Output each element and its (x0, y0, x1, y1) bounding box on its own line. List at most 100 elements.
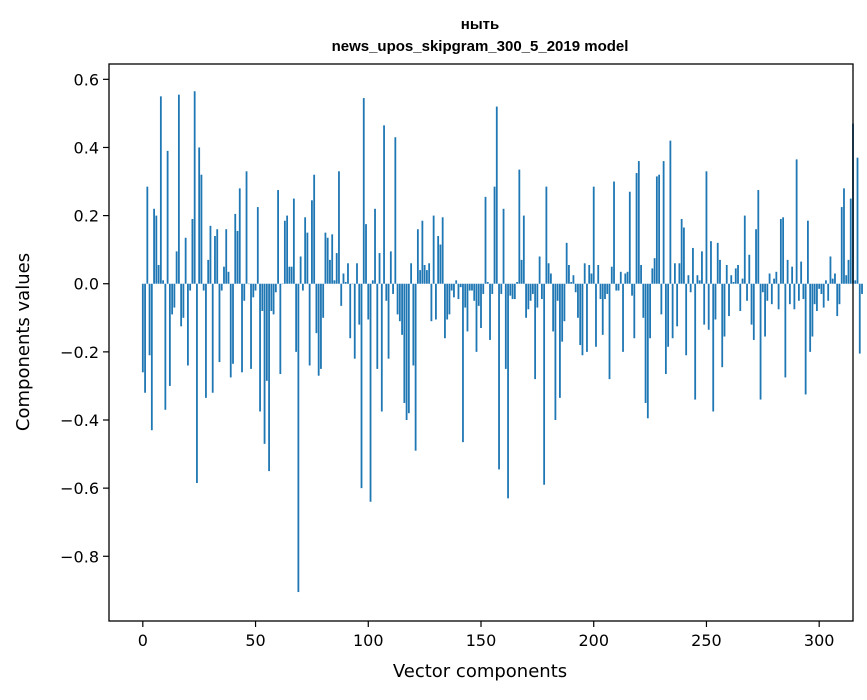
y-axis: 0.60.40.20.0−0.2−0.4−0.6−0.8 (60, 70, 109, 566)
bar (521, 260, 523, 284)
bar (631, 284, 633, 296)
bar (160, 96, 162, 283)
bar (669, 141, 671, 284)
bar (467, 284, 469, 332)
bar (775, 272, 777, 284)
plot-frame (109, 64, 853, 621)
bar (588, 265, 590, 284)
bar (453, 284, 455, 298)
bar (376, 284, 378, 369)
bar (480, 284, 482, 328)
bar (451, 284, 453, 291)
bar (192, 219, 194, 284)
bar (830, 256, 832, 283)
bar (762, 284, 764, 293)
bar (507, 284, 509, 499)
bar (228, 272, 230, 284)
bar (516, 282, 518, 284)
bar (609, 284, 611, 379)
bar (496, 107, 498, 284)
bar (295, 284, 297, 352)
bar (814, 284, 816, 304)
bar (699, 280, 701, 283)
bar (857, 158, 859, 284)
bar (442, 217, 444, 283)
bar (724, 284, 726, 337)
bar (530, 284, 532, 301)
bar (349, 284, 351, 339)
bar (329, 260, 331, 284)
bar (307, 233, 309, 284)
bar (812, 284, 814, 337)
bar (250, 284, 252, 369)
bar (498, 284, 500, 470)
bar (742, 279, 744, 284)
bar (701, 251, 703, 283)
bar (473, 284, 475, 301)
bar (194, 91, 196, 283)
bar (397, 284, 399, 315)
bar (189, 284, 191, 291)
bar (183, 284, 185, 318)
bar (424, 265, 426, 284)
bar (787, 260, 789, 284)
chart-title-word: ныть (461, 16, 499, 33)
bar (347, 263, 349, 283)
bar (322, 284, 324, 318)
bar (753, 284, 755, 340)
bar (796, 159, 798, 283)
bar (555, 284, 557, 420)
bar (861, 284, 863, 294)
bar (162, 280, 164, 283)
bar (525, 284, 527, 318)
bar (746, 284, 748, 301)
bar (629, 192, 631, 284)
bar (527, 284, 529, 310)
bar (633, 284, 635, 339)
bar (656, 176, 658, 283)
bar (552, 284, 554, 332)
bar (735, 268, 737, 283)
bar (392, 284, 394, 294)
bar (697, 275, 699, 284)
bar (593, 187, 595, 284)
x-tick-label: 0 (138, 631, 148, 650)
bar (834, 274, 836, 284)
bar (611, 267, 613, 284)
bar (624, 274, 626, 284)
bar (345, 282, 347, 284)
bar (225, 229, 227, 284)
bar (167, 151, 169, 284)
bar (679, 263, 681, 283)
bar (575, 284, 577, 293)
bar (582, 284, 584, 356)
bar (261, 284, 263, 311)
bar (586, 284, 588, 352)
bar (309, 284, 311, 366)
bar (821, 284, 823, 294)
bar (764, 284, 766, 337)
bar (843, 188, 845, 283)
bar (237, 231, 239, 284)
bar (539, 256, 541, 283)
bar (514, 284, 516, 299)
bar (638, 161, 640, 284)
bar (171, 284, 173, 315)
bar (361, 284, 363, 488)
bar (489, 284, 491, 340)
bar (825, 280, 827, 283)
bar (169, 284, 171, 386)
bar (485, 197, 487, 284)
bar (561, 284, 563, 342)
bar (221, 284, 223, 291)
bar (733, 282, 735, 284)
bar (390, 251, 392, 283)
bar (503, 209, 505, 284)
bar (584, 263, 586, 283)
bar (173, 284, 175, 308)
bar (437, 236, 439, 284)
bar (550, 274, 552, 284)
bar (234, 214, 236, 284)
bar (850, 199, 852, 284)
bar (570, 282, 572, 284)
